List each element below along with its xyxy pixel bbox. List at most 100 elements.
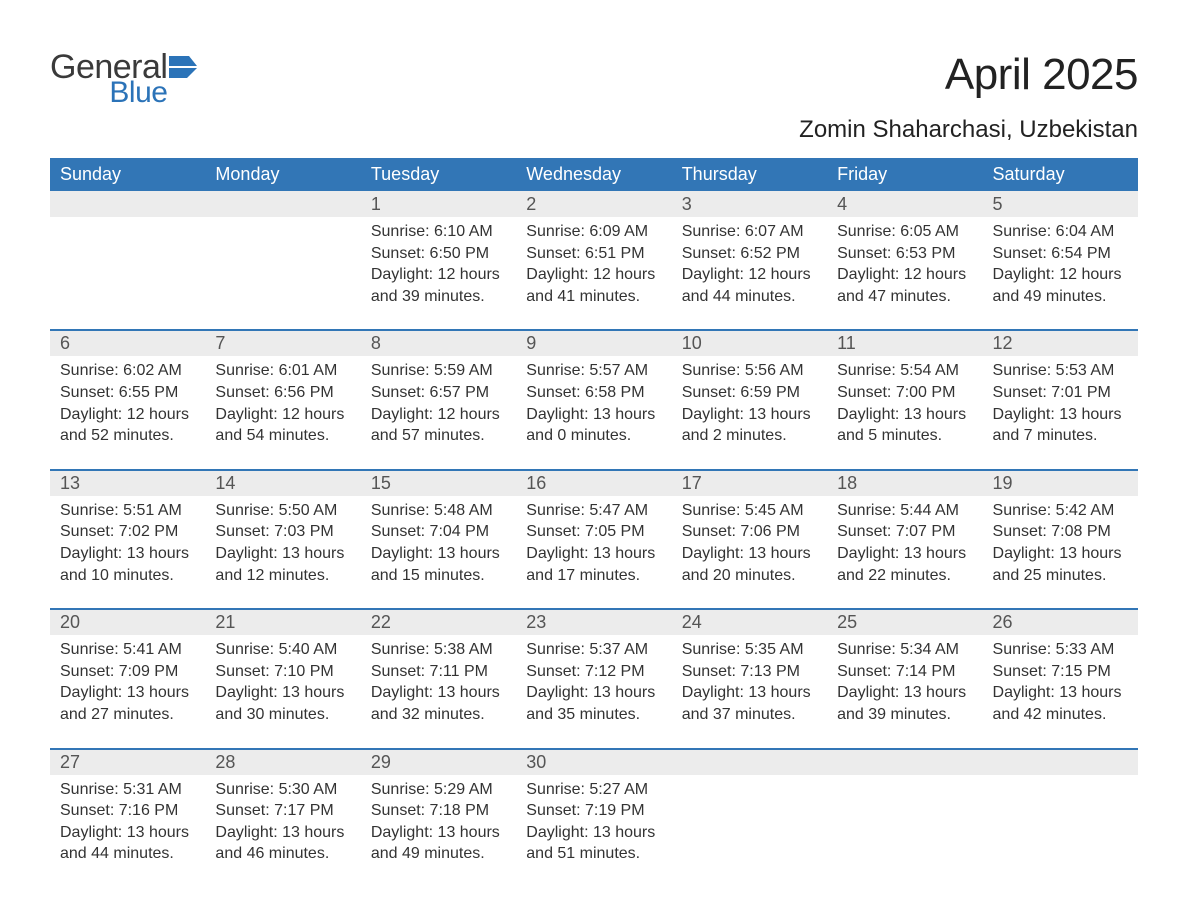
day-number-row: 20212223242526 bbox=[50, 609, 1138, 635]
sunrise-text: Sunrise: 5:29 AM bbox=[371, 779, 506, 801]
sunset-text: Sunset: 7:00 PM bbox=[837, 382, 972, 404]
day-number: 9 bbox=[526, 333, 536, 353]
day-content-cell: Sunrise: 5:42 AMSunset: 7:08 PMDaylight:… bbox=[983, 496, 1138, 609]
sunrise-text: Sunrise: 5:27 AM bbox=[526, 779, 661, 801]
sunrise-text: Sunrise: 5:45 AM bbox=[682, 500, 817, 522]
daylight-text: and 7 minutes. bbox=[993, 425, 1128, 447]
day-number-cell: 7 bbox=[205, 330, 360, 356]
sunset-text: Sunset: 7:15 PM bbox=[993, 661, 1128, 683]
daylight-text: Daylight: 13 hours bbox=[837, 543, 972, 565]
sunset-text: Sunset: 6:59 PM bbox=[682, 382, 817, 404]
day-number: 28 bbox=[215, 752, 235, 772]
day-number-cell: 15 bbox=[361, 470, 516, 496]
weekday-header: Saturday bbox=[983, 158, 1138, 191]
day-number: 18 bbox=[837, 473, 857, 493]
day-number: 7 bbox=[215, 333, 225, 353]
day-number-cell: 23 bbox=[516, 609, 671, 635]
sunrise-text: Sunrise: 6:07 AM bbox=[682, 221, 817, 243]
sunset-text: Sunset: 7:03 PM bbox=[215, 521, 350, 543]
daylight-text: Daylight: 13 hours bbox=[993, 682, 1128, 704]
day-content-cell: Sunrise: 5:33 AMSunset: 7:15 PMDaylight:… bbox=[983, 635, 1138, 748]
sunrise-text: Sunrise: 5:40 AM bbox=[215, 639, 350, 661]
weekday-header: Sunday bbox=[50, 158, 205, 191]
daylight-text: and 41 minutes. bbox=[526, 286, 661, 308]
daylight-text: Daylight: 13 hours bbox=[215, 822, 350, 844]
sunrise-text: Sunrise: 5:56 AM bbox=[682, 360, 817, 382]
day-number-row: 12345 bbox=[50, 191, 1138, 217]
day-number: 15 bbox=[371, 473, 391, 493]
daylight-text: Daylight: 13 hours bbox=[526, 682, 661, 704]
daylight-text: Daylight: 12 hours bbox=[837, 264, 972, 286]
day-number-cell: 22 bbox=[361, 609, 516, 635]
day-number: 29 bbox=[371, 752, 391, 772]
day-content-cell: Sunrise: 5:31 AMSunset: 7:16 PMDaylight:… bbox=[50, 775, 205, 887]
location-subtitle: Zomin Shaharchasi, Uzbekistan bbox=[50, 116, 1138, 144]
day-number: 26 bbox=[993, 612, 1013, 632]
sunrise-text: Sunrise: 5:50 AM bbox=[215, 500, 350, 522]
daylight-text: and 49 minutes. bbox=[371, 843, 506, 865]
daylight-text: and 30 minutes. bbox=[215, 704, 350, 726]
day-number: 13 bbox=[60, 473, 80, 493]
sunset-text: Sunset: 7:02 PM bbox=[60, 521, 195, 543]
day-content-cell: Sunrise: 5:53 AMSunset: 7:01 PMDaylight:… bbox=[983, 356, 1138, 469]
day-number-cell: 12 bbox=[983, 330, 1138, 356]
sunrise-text: Sunrise: 5:54 AM bbox=[837, 360, 972, 382]
day-number: 1 bbox=[371, 194, 381, 214]
day-number-cell: 5 bbox=[983, 191, 1138, 217]
sunrise-text: Sunrise: 5:30 AM bbox=[215, 779, 350, 801]
day-content-cell: Sunrise: 5:29 AMSunset: 7:18 PMDaylight:… bbox=[361, 775, 516, 887]
sunrise-text: Sunrise: 5:48 AM bbox=[371, 500, 506, 522]
sunrise-text: Sunrise: 5:34 AM bbox=[837, 639, 972, 661]
day-content-cell: Sunrise: 5:27 AMSunset: 7:19 PMDaylight:… bbox=[516, 775, 671, 887]
daylight-text: and 52 minutes. bbox=[60, 425, 195, 447]
day-number: 17 bbox=[682, 473, 702, 493]
day-number-cell: 3 bbox=[672, 191, 827, 217]
day-content-cell: Sunrise: 6:07 AMSunset: 6:52 PMDaylight:… bbox=[672, 217, 827, 330]
sunset-text: Sunset: 6:56 PM bbox=[215, 382, 350, 404]
day-number-cell bbox=[827, 749, 982, 775]
sunset-text: Sunset: 7:19 PM bbox=[526, 800, 661, 822]
day-number-cell: 1 bbox=[361, 191, 516, 217]
daylight-text: and 57 minutes. bbox=[371, 425, 506, 447]
weekday-header: Wednesday bbox=[516, 158, 671, 191]
daylight-text: Daylight: 13 hours bbox=[682, 543, 817, 565]
day-number-cell: 27 bbox=[50, 749, 205, 775]
day-content-cell bbox=[983, 775, 1138, 887]
daylight-text: Daylight: 13 hours bbox=[682, 682, 817, 704]
day-content-cell: Sunrise: 5:59 AMSunset: 6:57 PMDaylight:… bbox=[361, 356, 516, 469]
day-content-cell: Sunrise: 6:05 AMSunset: 6:53 PMDaylight:… bbox=[827, 217, 982, 330]
sunrise-text: Sunrise: 5:37 AM bbox=[526, 639, 661, 661]
daylight-text: and 42 minutes. bbox=[993, 704, 1128, 726]
sunrise-text: Sunrise: 5:44 AM bbox=[837, 500, 972, 522]
daylight-text: Daylight: 12 hours bbox=[60, 404, 195, 426]
day-number: 11 bbox=[837, 333, 856, 353]
daylight-text: Daylight: 13 hours bbox=[371, 543, 506, 565]
daylight-text: Daylight: 12 hours bbox=[993, 264, 1128, 286]
day-number-cell: 6 bbox=[50, 330, 205, 356]
day-number-cell: 11 bbox=[827, 330, 982, 356]
sunrise-text: Sunrise: 6:09 AM bbox=[526, 221, 661, 243]
day-number: 20 bbox=[60, 612, 80, 632]
daylight-text: Daylight: 13 hours bbox=[682, 404, 817, 426]
sunrise-text: Sunrise: 5:33 AM bbox=[993, 639, 1128, 661]
day-number-cell bbox=[205, 191, 360, 217]
day-number-cell: 4 bbox=[827, 191, 982, 217]
sunset-text: Sunset: 7:11 PM bbox=[371, 661, 506, 683]
day-number: 23 bbox=[526, 612, 546, 632]
day-content-row: Sunrise: 5:41 AMSunset: 7:09 PMDaylight:… bbox=[50, 635, 1138, 748]
daylight-text: Daylight: 13 hours bbox=[215, 543, 350, 565]
day-number: 14 bbox=[215, 473, 235, 493]
sunset-text: Sunset: 7:08 PM bbox=[993, 521, 1128, 543]
day-number-row: 27282930 bbox=[50, 749, 1138, 775]
day-number-cell: 19 bbox=[983, 470, 1138, 496]
daylight-text: Daylight: 13 hours bbox=[60, 543, 195, 565]
day-number: 6 bbox=[60, 333, 70, 353]
calendar-table: Sunday Monday Tuesday Wednesday Thursday… bbox=[50, 158, 1138, 887]
sunrise-text: Sunrise: 5:41 AM bbox=[60, 639, 195, 661]
day-number-cell bbox=[672, 749, 827, 775]
day-number-cell: 14 bbox=[205, 470, 360, 496]
day-number-cell: 9 bbox=[516, 330, 671, 356]
day-content-cell: Sunrise: 5:35 AMSunset: 7:13 PMDaylight:… bbox=[672, 635, 827, 748]
day-content-cell: Sunrise: 6:10 AMSunset: 6:50 PMDaylight:… bbox=[361, 217, 516, 330]
daylight-text: Daylight: 13 hours bbox=[526, 543, 661, 565]
